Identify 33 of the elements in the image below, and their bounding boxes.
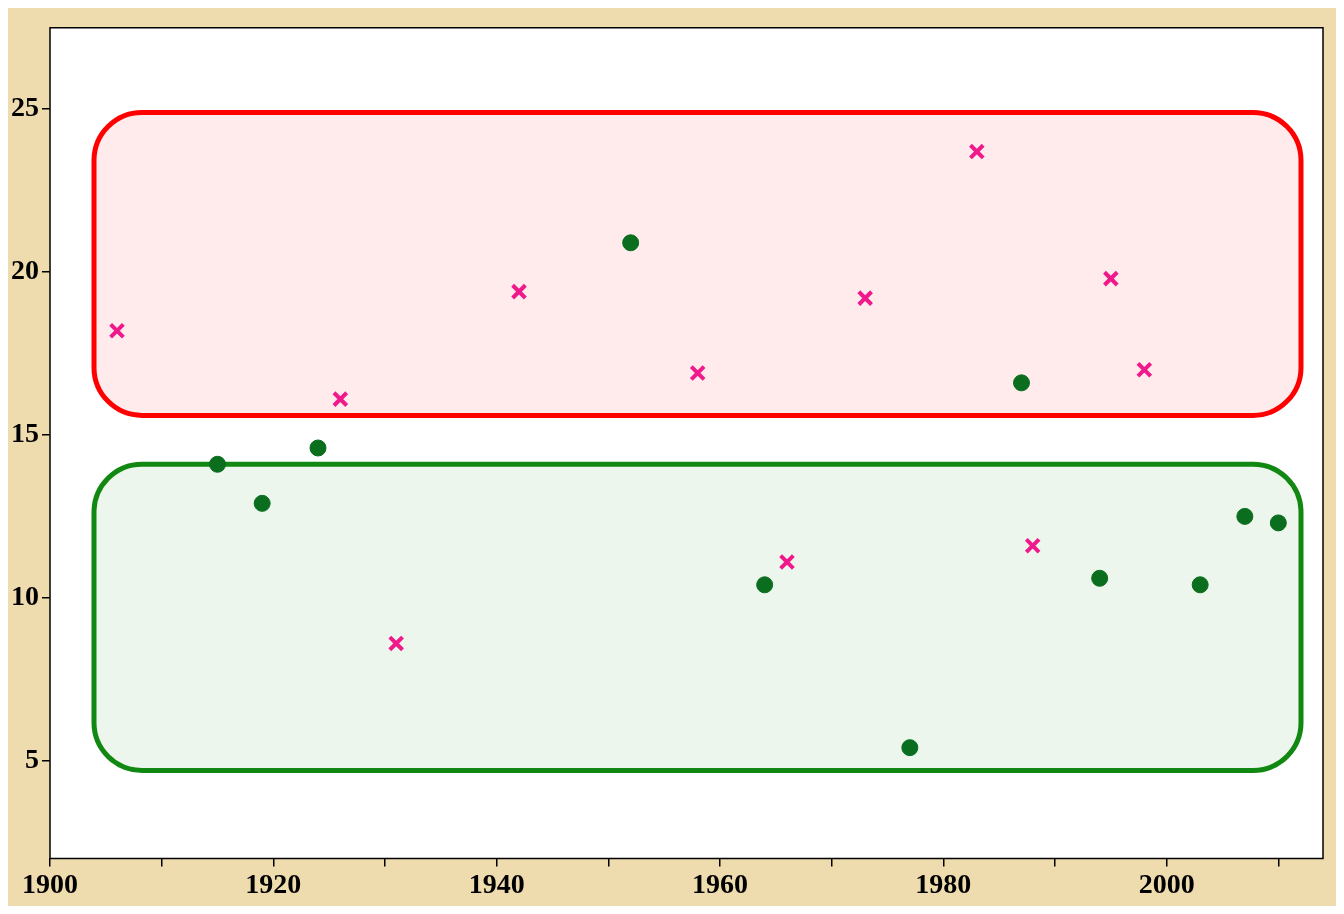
y-tick-label: 25: [11, 91, 39, 123]
x-tick-label: 1920: [245, 868, 302, 900]
point: [331, 390, 349, 408]
point: [968, 143, 986, 160]
x-tick-label: 1960: [692, 868, 748, 900]
point: [1191, 576, 1209, 594]
x-tick-label: 2000: [1138, 868, 1195, 900]
point: [209, 455, 226, 473]
y-tick-label: 10: [11, 580, 39, 612]
point: [309, 439, 327, 457]
point: [510, 283, 528, 300]
y-tick-label: 20: [11, 254, 39, 286]
point: [253, 494, 271, 512]
point: [856, 289, 874, 307]
point: [108, 322, 126, 340]
point: [1013, 374, 1030, 392]
point: [756, 576, 774, 594]
point: [1091, 569, 1109, 587]
point: [1269, 514, 1287, 532]
point: [1236, 507, 1254, 525]
x-tick-label: 1980: [915, 868, 972, 900]
point: [1024, 537, 1042, 555]
point: [387, 635, 405, 652]
y-tick-label: 5: [25, 742, 39, 774]
x-tick-label: 1940: [468, 868, 525, 900]
point: [1102, 270, 1120, 287]
point: [1135, 361, 1153, 379]
point: [689, 364, 707, 382]
x-tick-label: 1900: [22, 868, 78, 900]
point: [778, 553, 796, 571]
y-tick-label: 15: [11, 417, 39, 449]
point: [622, 234, 640, 252]
point: [901, 739, 919, 757]
